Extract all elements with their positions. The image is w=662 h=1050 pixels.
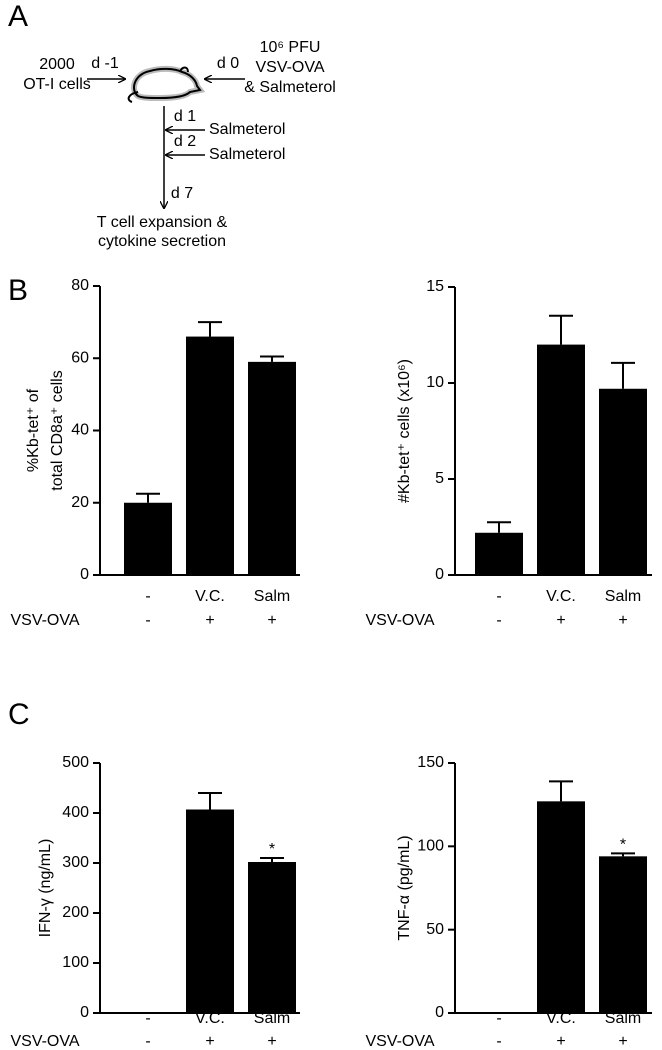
x-tick-label: - xyxy=(145,1010,150,1027)
row-value: + xyxy=(267,612,276,629)
x-tick-label: V.C. xyxy=(195,588,225,605)
y-tick-label: 10 xyxy=(426,374,444,391)
bar xyxy=(124,502,172,575)
diagram-text: VSV-OVA xyxy=(255,59,324,76)
x-tick-label: - xyxy=(496,588,501,605)
x-tick-label: Salm xyxy=(254,588,290,605)
y-tick-label: 100 xyxy=(62,954,89,971)
error-bar xyxy=(136,492,160,503)
error-bar xyxy=(611,361,635,389)
error-bar xyxy=(611,852,635,857)
y-tick-label: 100 xyxy=(417,838,444,855)
y-tick-label: 50 xyxy=(426,921,444,938)
diagram-text: d 1 xyxy=(174,108,196,125)
panel-label: B xyxy=(8,274,28,307)
x-tick-label: V.C. xyxy=(195,1010,225,1027)
row-value: - xyxy=(145,1033,150,1050)
y-tick-label: 5 xyxy=(435,470,444,487)
row-label: VSV-OVA xyxy=(10,1033,79,1050)
y-tick-label: 0 xyxy=(435,566,444,583)
y-tick-label: 150 xyxy=(417,754,444,771)
error-bar xyxy=(260,857,284,862)
error-bar xyxy=(549,780,573,802)
error-bar xyxy=(487,521,511,533)
annotation: * xyxy=(620,837,626,854)
bar xyxy=(537,801,585,1013)
y-tick-label: 300 xyxy=(62,854,89,871)
x-tick-label: Salm xyxy=(254,1010,290,1027)
chart: 0 50 100 150 TNF-α (pg/mL) - - V.C. + * Salm + VSV-O… xyxy=(365,754,652,1050)
y-axis-label: %Kb-tet⁺ of xyxy=(25,388,42,472)
row-label: VSV-OVA xyxy=(365,612,434,629)
diagram-text: & Salmeterol xyxy=(244,79,336,96)
y-tick-label: 0 xyxy=(435,1004,444,1021)
bar xyxy=(248,361,296,575)
row-value: + xyxy=(556,612,565,629)
bar xyxy=(186,809,234,1013)
diagram-text: 2000 xyxy=(39,56,75,73)
row-value: + xyxy=(618,1033,627,1050)
y-tick-label: 0 xyxy=(80,566,89,583)
x-tick-label: - xyxy=(145,588,150,605)
row-value: - xyxy=(496,612,501,629)
bar xyxy=(599,856,647,1013)
x-tick-label: Salm xyxy=(605,588,641,605)
annotation: * xyxy=(269,841,275,858)
diagram-text: 10⁶ PFU xyxy=(260,39,321,56)
y-tick-label: 40 xyxy=(71,422,89,439)
row-value: + xyxy=(205,1033,214,1050)
x-tick-label: V.C. xyxy=(546,588,576,605)
diagram-text: d -1 xyxy=(91,55,119,72)
y-tick-label: 80 xyxy=(71,277,89,294)
error-bar xyxy=(549,314,573,345)
diagram-text: cytokine secretion xyxy=(98,233,226,250)
bar xyxy=(599,388,647,575)
y-axis-label: total CD8a⁺ cells xyxy=(49,370,66,491)
y-tick-label: 500 xyxy=(62,754,89,771)
bar xyxy=(537,344,585,575)
error-bar xyxy=(198,792,222,810)
y-axis-label: TNF-α (pg/mL) xyxy=(396,835,413,940)
y-axis-label: #Kb-tet⁺ cells (x10⁶) xyxy=(396,359,413,503)
diagram-text: Salmeterol xyxy=(209,146,285,163)
chart: 0 100 200 300 400 500 IFN-γ (ng/mL) - - V.C. + * Sal… xyxy=(10,754,300,1050)
bar xyxy=(186,336,234,575)
row-value: + xyxy=(205,612,214,629)
panel-label: C xyxy=(8,698,30,731)
y-tick-label: 200 xyxy=(62,904,89,921)
diagram-text: T cell expansion & xyxy=(97,214,228,231)
error-bar xyxy=(260,355,284,362)
row-value: + xyxy=(556,1033,565,1050)
diagram-text: d 2 xyxy=(174,133,196,150)
y-tick-label: 20 xyxy=(71,494,89,511)
y-tick-label: 15 xyxy=(426,278,444,295)
diagram-text: d 0 xyxy=(217,55,239,72)
chart: 0 20 40 60 80 %Kb-tet⁺ of total CD8a⁺ cells - - V… xyxy=(10,277,300,629)
error-bar xyxy=(198,321,222,337)
diagram-text: OT-I cells xyxy=(23,76,91,93)
bar xyxy=(475,532,523,575)
bar xyxy=(248,862,296,1013)
y-tick-label: 400 xyxy=(62,804,89,821)
diagram-text: Salmeterol xyxy=(209,121,285,138)
row-value: - xyxy=(145,612,150,629)
y-tick-label: 60 xyxy=(71,349,89,366)
diagram: 2000 OT-I cells d -1 d 0 10⁶ PFU VSV-OVA… xyxy=(23,39,336,250)
x-tick-label: - xyxy=(496,1010,501,1027)
row-value: + xyxy=(267,1033,276,1050)
row-label: VSV-OVA xyxy=(10,612,79,629)
row-label: VSV-OVA xyxy=(365,1033,434,1050)
mouse-icon xyxy=(127,65,206,103)
chart: 0 5 10 15 #Kb-tet⁺ cells (x10⁶) - - V.C. + Salm + V… xyxy=(365,278,652,629)
panel-label: A xyxy=(8,0,28,33)
y-tick-label: 0 xyxy=(80,1004,89,1021)
row-value: + xyxy=(618,612,627,629)
x-tick-label: Salm xyxy=(605,1010,641,1027)
diagram-text: d 7 xyxy=(171,185,193,202)
row-value: - xyxy=(496,1033,501,1050)
x-tick-label: V.C. xyxy=(546,1010,576,1027)
y-axis-label: IFN-γ (ng/mL) xyxy=(37,839,54,938)
